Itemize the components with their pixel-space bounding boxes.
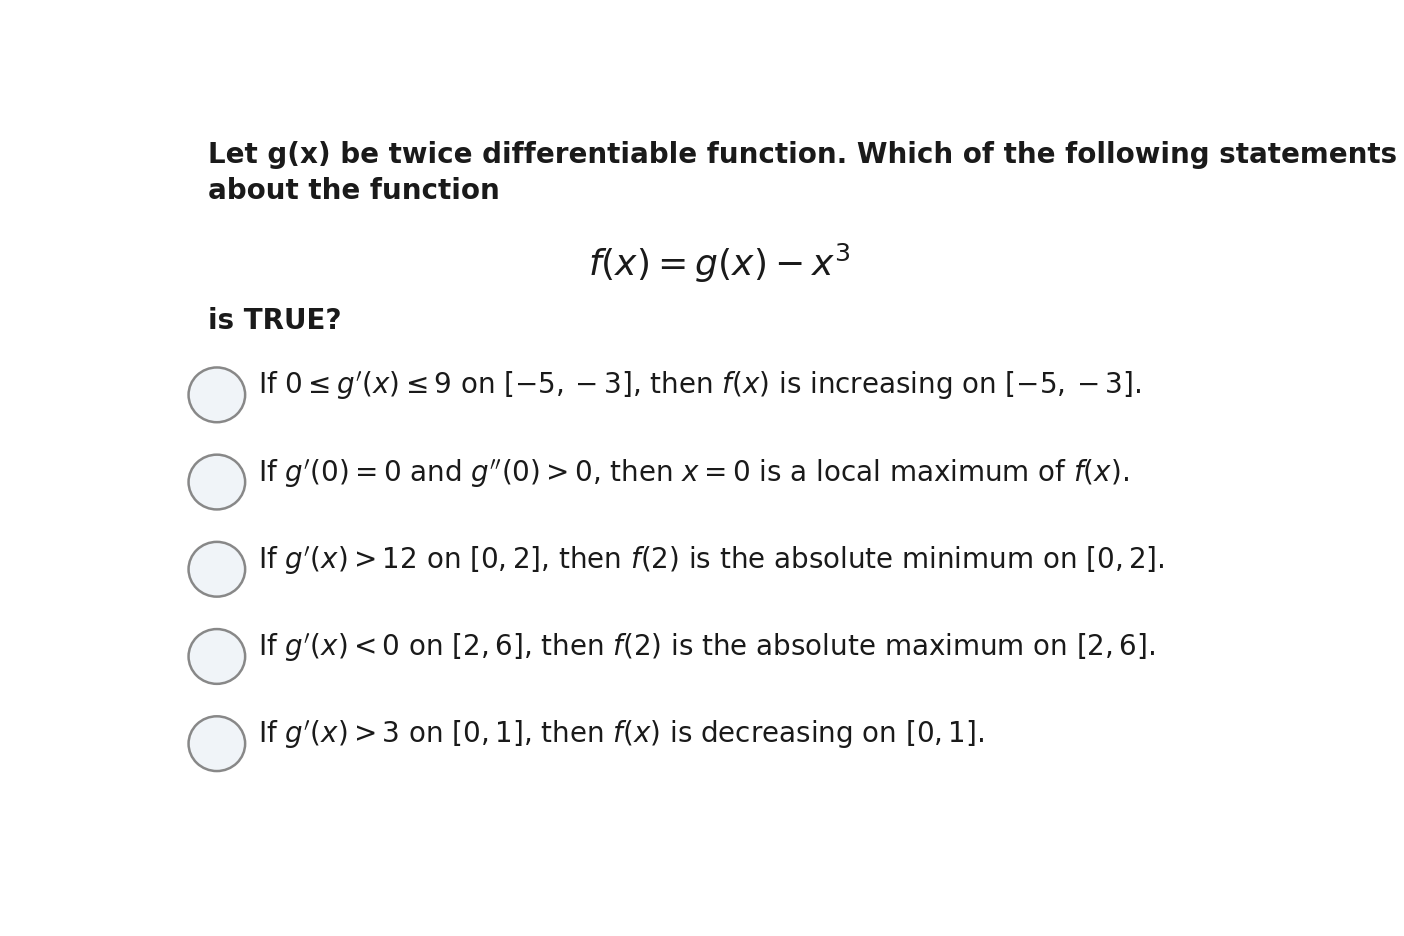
Text: If $0 \leq g'(x) \leq 9$ on $[-5, -3]$, then $f(x)$ is increasing on $[-5, -3]$.: If $0 \leq g'(x) \leq 9$ on $[-5, -3]$, … xyxy=(258,370,1141,402)
Text: If $g'(0) = 0$ and $g''(0) > 0$, then $x = 0$ is a local maximum of $f(x)$.: If $g'(0) = 0$ and $g''(0) > 0$, then $x… xyxy=(258,457,1129,490)
Text: is TRUE?: is TRUE? xyxy=(208,307,341,335)
Text: Let g(x) be twice differentiable function. Which of the following statements: Let g(x) be twice differentiable functio… xyxy=(208,141,1397,169)
Text: about the function: about the function xyxy=(208,177,500,205)
Ellipse shape xyxy=(188,368,246,422)
Ellipse shape xyxy=(188,455,246,509)
Text: $f(x) = g(x) - x^3$: $f(x) = g(x) - x^3$ xyxy=(588,242,851,285)
Text: If $g'(x) > 3$ on $[0, 1]$, then $f(x)$ is decreasing on $[0, 1]$.: If $g'(x) > 3$ on $[0, 1]$, then $f(x)$ … xyxy=(258,719,984,752)
Ellipse shape xyxy=(188,716,246,771)
Ellipse shape xyxy=(188,542,246,596)
Text: If $g'(x) > 12$ on $[0, 2]$, then $f(2)$ is the absolute minimum on $[0, 2]$.: If $g'(x) > 12$ on $[0, 2]$, then $f(2)$… xyxy=(258,545,1165,577)
Ellipse shape xyxy=(188,629,246,684)
Text: If $g'(x) < 0$ on $[2, 6]$, then $f(2)$ is the absolute maximum on $[2, 6]$.: If $g'(x) < 0$ on $[2, 6]$, then $f(2)$ … xyxy=(258,632,1155,664)
